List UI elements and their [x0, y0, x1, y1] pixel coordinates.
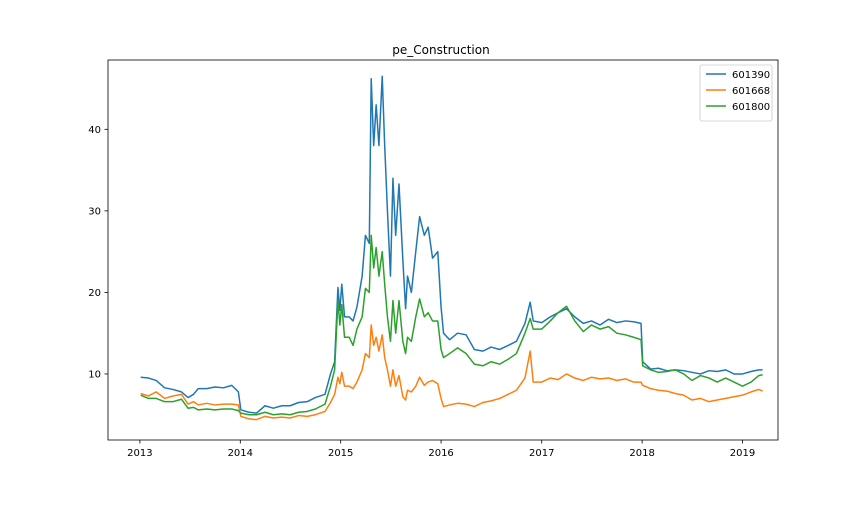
x-axis: 2013 2014 2015 2016 2017 2018 2019 — [127, 440, 755, 459]
plot-frame — [107, 59, 779, 441]
x-tick-label-2017: 2017 — [529, 448, 554, 459]
x-tick-label-2014: 2014 — [228, 448, 253, 459]
y-axis: 10 20 30 40 — [88, 125, 108, 380]
series-lines — [140, 75, 763, 421]
x-tick-label-2016: 2016 — [428, 448, 453, 459]
legend-box — [699, 64, 773, 122]
legend: 601390 601668 601800 — [699, 64, 773, 122]
x-tick-label-2013: 2013 — [127, 448, 152, 459]
legend-label-601668: 601668 — [732, 86, 770, 97]
series-line-601668 — [140, 324, 763, 421]
y-tick-label-20: 20 — [88, 288, 101, 299]
chart-title: pe_Construction — [392, 43, 489, 57]
legend-label-601800: 601800 — [732, 102, 770, 113]
y-tick-label-10: 10 — [88, 369, 101, 380]
x-tick-label-2015: 2015 — [328, 448, 353, 459]
legend-label-601390: 601390 — [732, 70, 770, 81]
series-line-601800 — [140, 234, 763, 416]
series-line-601390 — [140, 75, 763, 414]
x-tick-label-2019: 2019 — [730, 448, 755, 459]
x-tick-label-2018: 2018 — [629, 448, 654, 459]
y-tick-label-40: 40 — [88, 125, 101, 136]
y-tick-label-30: 30 — [88, 206, 101, 217]
